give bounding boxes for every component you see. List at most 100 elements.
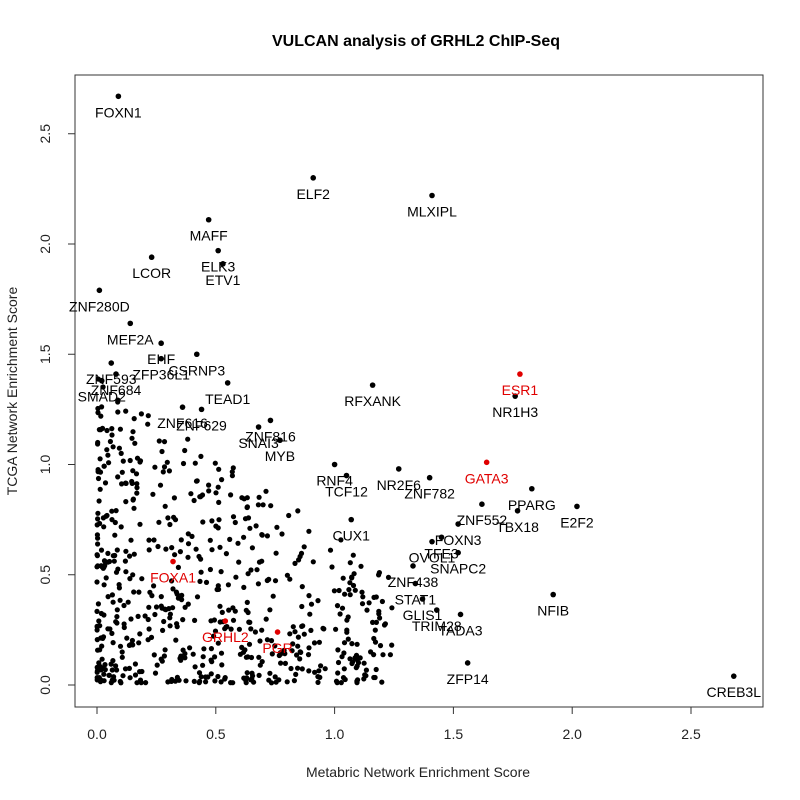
data-point [327, 547, 334, 553]
data-point-znf552 [479, 501, 485, 507]
data-point [287, 631, 293, 637]
data-point [232, 608, 238, 614]
data-point [128, 537, 134, 543]
data-point [230, 617, 237, 623]
data-point [129, 480, 135, 486]
data-point [146, 626, 152, 632]
data-point [136, 640, 142, 646]
data-point-ehf [158, 340, 164, 347]
data-point [339, 654, 345, 660]
data-point [267, 607, 273, 613]
data-point [207, 537, 213, 543]
point-label-snapc2: SNAPC2 [430, 561, 486, 577]
data-point [158, 656, 164, 662]
data-point [192, 664, 198, 670]
data-point [109, 592, 115, 598]
data-point [103, 575, 109, 581]
data-point [198, 674, 204, 680]
data-point [127, 576, 133, 582]
data-point [284, 572, 290, 578]
data-point [371, 674, 377, 681]
data-point [359, 601, 366, 607]
data-point [306, 528, 312, 534]
data-point [263, 616, 269, 622]
data-point [112, 532, 118, 538]
point-label-tead1: TEAD1 [205, 391, 250, 407]
data-point [201, 646, 207, 652]
data-point [157, 482, 164, 488]
x-axis-title: Metabric Network Enrichment Score [306, 764, 530, 780]
data-point [158, 603, 164, 609]
data-point [100, 635, 106, 642]
data-point [389, 642, 395, 648]
data-point [102, 480, 109, 486]
data-point [160, 469, 166, 475]
data-point [161, 618, 167, 625]
data-point-znf438 [410, 563, 416, 569]
data-point [95, 647, 101, 653]
data-point [301, 544, 307, 550]
data-point-znf816 [267, 417, 274, 424]
data-point [320, 625, 326, 631]
data-point [123, 408, 129, 414]
data-point-mlxipl [429, 192, 435, 199]
data-point [97, 456, 103, 462]
data-point [130, 572, 136, 578]
data-point [100, 384, 106, 390]
data-point [249, 545, 255, 551]
data-point [244, 504, 250, 510]
data-point [236, 626, 242, 632]
data-point [315, 679, 321, 686]
data-point-maff [205, 216, 212, 223]
x-tick-label: 0.0 [87, 726, 107, 742]
data-point [131, 589, 137, 595]
data-point-znf629 [198, 406, 205, 413]
data-point-znf782 [426, 474, 433, 481]
data-point [95, 439, 101, 446]
data-point [273, 550, 279, 556]
data-point [180, 460, 187, 467]
data-point [259, 627, 265, 633]
x-axis: 0.0 0.5 1.0 1.5 2.0 2.5 [87, 706, 701, 742]
data-point [352, 587, 358, 593]
data-point [95, 601, 101, 607]
data-point [225, 582, 231, 588]
data-point-foxa1 [170, 558, 176, 565]
data-point [381, 622, 388, 628]
data-point [322, 666, 328, 672]
data-point [107, 438, 113, 445]
data-point [254, 567, 260, 573]
data-point [103, 513, 109, 519]
data-point [366, 600, 372, 606]
data-point [350, 659, 356, 665]
data-point-zfp14 [464, 660, 471, 666]
data-point [94, 624, 100, 630]
data-point [208, 671, 214, 677]
data-point [156, 438, 162, 444]
data-point [101, 463, 107, 469]
data-point [250, 673, 256, 679]
data-point [211, 633, 217, 639]
point-label-rfxank: RFXANK [344, 393, 401, 409]
point-label-tcf12: TCF12 [325, 484, 368, 500]
data-point [95, 563, 101, 569]
data-point [212, 628, 219, 634]
data-point-rnf4 [331, 461, 338, 468]
data-point [131, 505, 137, 511]
data-point [125, 599, 131, 605]
data-point [161, 439, 168, 445]
data-point [182, 655, 188, 661]
data-point [202, 674, 209, 680]
point-label-mlxipl: MLXIPL [407, 203, 457, 219]
data-point [290, 641, 296, 647]
data-point [105, 452, 111, 458]
data-point-mef2a [127, 320, 134, 327]
data-point [138, 411, 144, 417]
data-point [98, 413, 104, 419]
data-point [336, 587, 342, 594]
data-point [229, 473, 235, 479]
data-point [206, 488, 212, 494]
data-point [289, 648, 295, 654]
data-point [148, 634, 155, 641]
data-point-csrnp3 [193, 351, 200, 358]
